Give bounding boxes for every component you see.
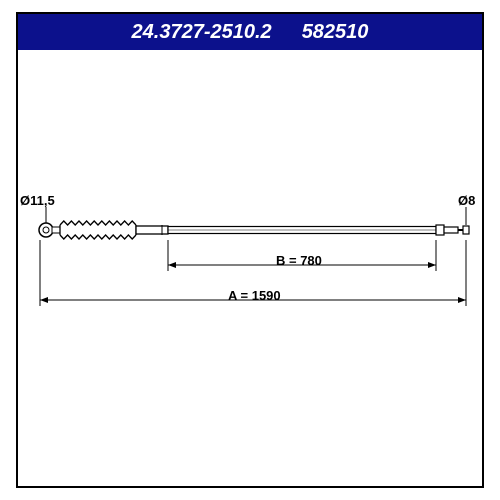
- dimension-a-label: A = 1590: [228, 288, 281, 303]
- part-number-label: 24.3727-2510.2: [132, 21, 272, 44]
- dimension-b-label: B = 780: [276, 253, 322, 268]
- technical-drawing: [18, 50, 482, 486]
- alt-number-label: 582510: [302, 21, 369, 44]
- left-diameter-label: Ø11,5: [20, 193, 55, 208]
- diagram-area: Ø11,5 Ø8 B = 780 A = 1590: [18, 50, 482, 486]
- right-diameter-label: Ø8: [458, 193, 475, 208]
- header-bar: 24.3727-2510.2 582510: [18, 14, 482, 50]
